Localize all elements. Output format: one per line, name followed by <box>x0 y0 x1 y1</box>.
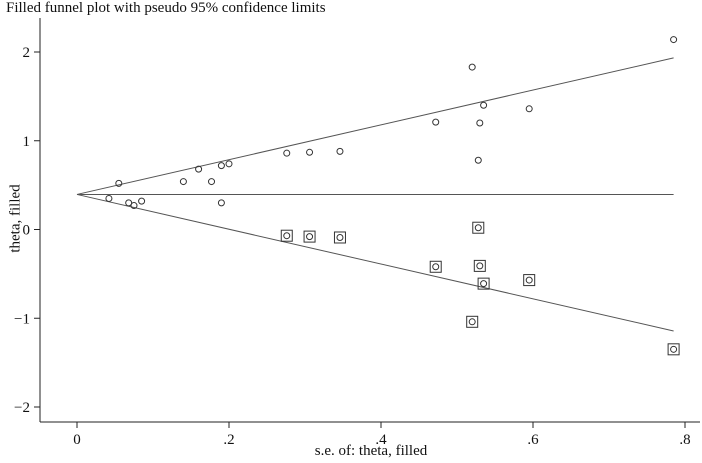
study-point <box>125 199 133 207</box>
study-point <box>525 105 533 113</box>
x-tick-label: .2 <box>223 432 234 448</box>
filled-study-box <box>473 259 486 272</box>
study-point <box>217 162 225 170</box>
study-point <box>670 36 678 44</box>
filled-study-point <box>474 224 482 232</box>
study-point <box>306 148 314 156</box>
y-tick-label: −2 <box>14 400 30 416</box>
axes: −2 −1 0 1 2 0 .2 .4 .6 .8 <box>14 18 700 448</box>
study-point <box>336 147 344 155</box>
study-point <box>474 156 482 164</box>
filled-study-box <box>333 231 346 244</box>
upper-confidence-limit <box>76 57 674 195</box>
filled-study-point <box>432 263 440 271</box>
filled-study-point <box>468 318 476 326</box>
y-axis-label: theta, filled <box>7 184 24 253</box>
study-point <box>283 149 291 157</box>
y-tick-label: 1 <box>23 134 31 150</box>
filled-study-box <box>523 274 536 287</box>
study-point <box>115 179 123 187</box>
x-tick-label: .8 <box>679 432 690 448</box>
study-point <box>208 178 216 186</box>
study-point <box>468 63 476 71</box>
study-point <box>130 202 138 210</box>
study-point <box>138 197 146 205</box>
funnel-lines <box>76 57 674 332</box>
filled-study-box <box>466 315 479 328</box>
filled-study-box <box>280 229 293 242</box>
y-tick-label: 0 <box>23 223 31 239</box>
study-point <box>195 165 203 173</box>
chart-title: Filled funnel plot with pseudo 95% confi… <box>6 0 326 16</box>
study-point <box>432 118 440 126</box>
filled-study-point <box>480 280 488 288</box>
x-tick-label: 0 <box>73 432 81 448</box>
study-point <box>179 178 187 186</box>
filled-study-point <box>476 262 484 270</box>
filled-study-point <box>306 233 314 241</box>
data-points <box>105 36 680 356</box>
x-tick-label: .6 <box>527 432 539 448</box>
study-point <box>105 194 113 202</box>
study-point <box>225 160 233 168</box>
filled-study-point <box>336 233 344 241</box>
study-point <box>480 101 488 109</box>
filled-study-box <box>472 221 485 234</box>
y-tick-label: −1 <box>14 311 30 327</box>
filled-study-point <box>525 276 533 284</box>
filled-study-box <box>303 230 316 243</box>
filled-study-point <box>283 232 291 240</box>
lower-confidence-limit <box>76 193 674 332</box>
study-point <box>217 199 225 207</box>
filled-study-box <box>477 277 490 290</box>
filled-study-box <box>667 343 680 356</box>
x-axis-label: s.e. of: theta, filled <box>314 443 428 459</box>
y-tick-label: 2 <box>23 45 31 61</box>
x-tick-label: .4 <box>375 432 387 448</box>
filled-study-box <box>429 260 442 273</box>
filled-study-point <box>670 345 678 353</box>
study-point <box>476 119 484 127</box>
